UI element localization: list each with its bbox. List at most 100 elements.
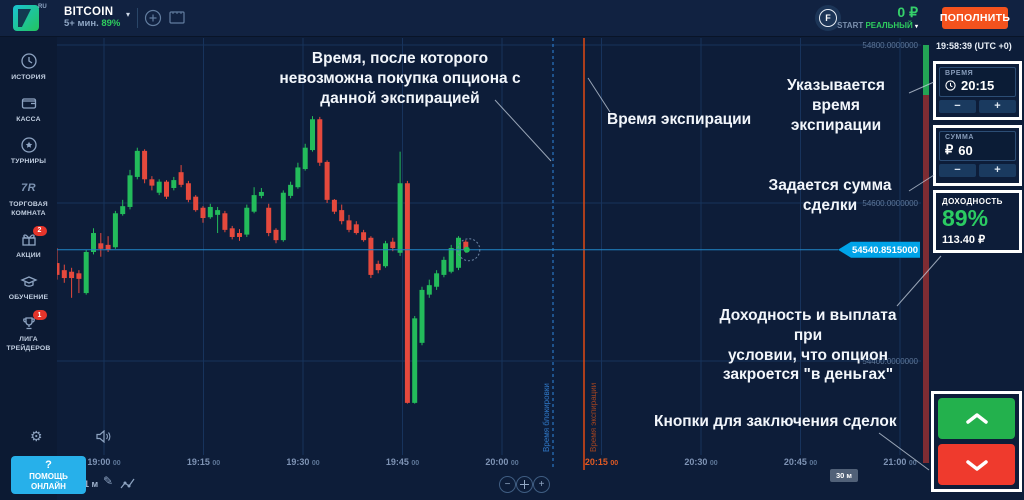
- svg-text:20:15 00: 20:15 00: [585, 457, 618, 467]
- app-logo[interactable]: [13, 5, 39, 31]
- sidebar-item-label: ЛИГА ТРЕЙДЕРОВ: [6, 336, 51, 353]
- sidebar-item-label: КАССА: [16, 116, 41, 124]
- svg-text:20:30 00: 20:30 00: [684, 457, 717, 467]
- header-bar: RU BITCOIN 5+ мин. 89% ▾ F 0 ₽ START РЕА…: [0, 0, 1024, 37]
- sidebar-item-label: АКЦИИ: [16, 251, 41, 259]
- call-up-button[interactable]: [938, 398, 1015, 439]
- annotation-set-amount: Задается сумма сделки: [768, 177, 892, 214]
- balance-block[interactable]: 0 ₽ START РЕАЛЬНЫЙ ▾: [837, 4, 918, 31]
- timeframe-selector[interactable]: 1 м: [84, 479, 99, 489]
- sidebar-item-trading-room[interactable]: 7R ТОРГОВАЯ КОМНАТА: [3, 179, 55, 218]
- svg-text:Время экспирации: Время экспирации: [589, 383, 598, 452]
- put-down-button[interactable]: [938, 444, 1015, 485]
- server-clock: 19:58:39 (UTC +0): [936, 41, 1012, 51]
- indicators-icon[interactable]: [120, 477, 136, 496]
- sidebar-item-label: ТУРНИРЫ: [10, 158, 47, 166]
- range-badge[interactable]: 30 м: [830, 469, 858, 482]
- finance-info-icon[interactable]: F: [815, 5, 841, 31]
- sidebar-item-education[interactable]: ОБУЧЕНИЕ: [3, 272, 55, 302]
- zoom-in-button[interactable]: +: [533, 476, 550, 493]
- svg-text:54600.0000000: 54600.0000000: [862, 199, 918, 208]
- payout-highlight-box: ДОХОДНОСТЬ 89% 113.40 ₽: [933, 190, 1022, 253]
- account-type-row[interactable]: START РЕАЛЬНЫЙ ▾: [837, 21, 918, 31]
- sidebar-item-tournaments[interactable]: ТУРНИРЫ: [3, 136, 55, 166]
- chevron-up-icon: [965, 412, 988, 424]
- time-highlight-box: ВРЕМЯ 20:15 − +: [933, 61, 1022, 120]
- amount-plus-button[interactable]: +: [979, 164, 1016, 177]
- asset-duration: 5+ мин.: [64, 18, 99, 30]
- fin-icon-letter: F: [819, 9, 837, 27]
- help-question-mark: ?: [45, 458, 52, 471]
- amount-minus-button[interactable]: −: [939, 164, 976, 177]
- svg-text:54800.0000000: 54800.0000000: [862, 41, 918, 50]
- settings-gear-icon[interactable]: ⚙: [30, 428, 43, 444]
- annotation-purchase-deadline: Время, после которого невозможна покупка…: [279, 50, 521, 107]
- tournament-star-icon: [20, 136, 38, 154]
- svg-text:19:30 00: 19:30 00: [286, 457, 319, 467]
- pan-chart-button[interactable]: [516, 476, 533, 493]
- clock-icon: [945, 80, 956, 91]
- gift-icon: [20, 230, 38, 248]
- zoom-out-button[interactable]: −: [499, 476, 516, 493]
- asset-name: BITCOIN: [64, 6, 114, 18]
- svg-text:19:15 00: 19:15 00: [187, 457, 220, 467]
- expiry-time-field[interactable]: ВРЕМЯ 20:15: [939, 67, 1016, 97]
- svg-text:54540.8515000: 54540.8515000: [852, 245, 918, 256]
- asset-selector[interactable]: BITCOIN 5+ мин. 89%: [64, 6, 120, 30]
- svg-text:19:00 00: 19:00 00: [87, 457, 120, 467]
- logo-region-badge: RU: [38, 4, 47, 10]
- amount-highlight-box: СУММА ₽ 60 − +: [933, 125, 1022, 186]
- sidebar-item-cashier[interactable]: КАССА: [3, 94, 55, 124]
- online-help-button[interactable]: ? ПОМОЩЬ ОНЛАЙН: [11, 456, 86, 494]
- window-layout-icon[interactable]: [169, 11, 185, 29]
- sidebar-item-promotions[interactable]: 2 АКЦИИ: [3, 225, 55, 260]
- amount-label: СУММА: [945, 134, 975, 141]
- payout-amount: 113.40 ₽: [942, 234, 986, 247]
- header-divider: [137, 8, 138, 28]
- trading-room-icon: 7R: [20, 181, 37, 194]
- history-clock-icon: [20, 52, 38, 70]
- amount-field[interactable]: СУММА ₽ 60: [939, 131, 1016, 161]
- notification-badge: 1: [32, 310, 47, 321]
- draw-pencil-icon[interactable]: ✎: [103, 474, 114, 488]
- svg-text:20:45 00: 20:45 00: [784, 457, 817, 467]
- account-prefix: START: [837, 20, 864, 30]
- time-minus-button[interactable]: −: [939, 100, 976, 113]
- expiry-time-value: 20:15: [961, 78, 995, 93]
- account-caret-icon: ▾: [914, 23, 918, 30]
- sidebar-item-label: ТОРГОВАЯ КОМНАТА: [9, 200, 48, 217]
- payout-label: ДОХОДНОСТЬ: [942, 197, 1003, 206]
- chevron-down-icon: [965, 459, 988, 471]
- annotation-expiration-time: Время экспирации: [607, 111, 752, 128]
- graduation-cap-icon: [19, 272, 38, 290]
- svg-text:54400.0000000: 54400.0000000: [862, 357, 918, 366]
- sidebar-item-history[interactable]: ИСТОРИЯ: [3, 52, 55, 82]
- account-type: РЕАЛЬНЫЙ: [865, 20, 913, 30]
- svg-text:Время блокировки: Время блокировки: [542, 383, 551, 452]
- currency-symbol: ₽: [945, 142, 954, 157]
- svg-text:19:45 00: 19:45 00: [386, 457, 419, 467]
- trade-buttons-box: [931, 391, 1022, 492]
- payout-percent: 89%: [942, 205, 989, 231]
- sound-speaker-icon[interactable]: [96, 429, 111, 448]
- notification-badge: 2: [32, 225, 47, 236]
- annotation-set-expiry: Указывается время экспирации: [787, 77, 885, 134]
- help-label: ПОМОЩЬ ОНЛАЙН: [29, 472, 68, 491]
- add-asset-icon[interactable]: [144, 9, 162, 32]
- sidebar-item-traders-league[interactable]: 1 ЛИГА ТРЕЙДЕРОВ: [3, 310, 55, 353]
- annotation-payout: Доходность и выплата при условии, что оп…: [719, 307, 897, 384]
- chevron-down-icon[interactable]: ▾: [126, 10, 131, 19]
- svg-text:21:00 00: 21:00 00: [883, 457, 916, 467]
- balance-amount: 0 ₽: [897, 4, 918, 20]
- asset-percent: 89%: [101, 18, 121, 30]
- wallet-icon: [20, 94, 38, 112]
- svg-text:20:00 00: 20:00 00: [485, 457, 518, 467]
- time-plus-button[interactable]: +: [979, 100, 1016, 113]
- sidebar: ИСТОРИЯ КАССА ТУРНИРЫ 7R ТОРГОВАЯ КОМНАТ…: [0, 36, 57, 500]
- candles: [54, 116, 469, 404]
- annotation-trade-buttons: Кнопки для заключения сделок: [654, 413, 897, 430]
- deposit-button[interactable]: ПОПОЛНИТЬ: [940, 7, 1010, 29]
- sidebar-item-label: ИСТОРИЯ: [11, 74, 46, 81]
- asset-subtitle: 5+ мин. 89%: [64, 18, 121, 30]
